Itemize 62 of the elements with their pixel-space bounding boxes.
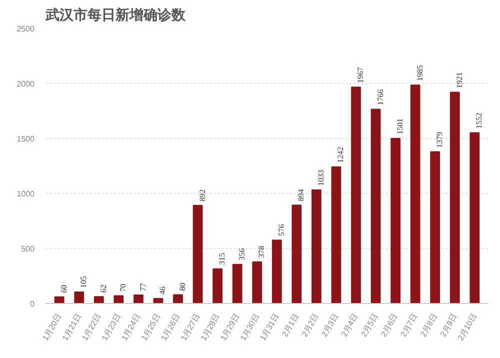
x-tick-label: 2月6日 [379, 312, 400, 338]
data-label: 1766 [376, 89, 385, 106]
bar [114, 295, 124, 304]
bar [173, 294, 183, 304]
data-label: 315 [218, 252, 227, 265]
data-label: 70 [118, 284, 128, 292]
y-tick-label: 1000 [16, 190, 36, 198]
bar [470, 132, 480, 304]
data-label: 1033 [316, 170, 326, 186]
x-tick-label: 1月29日 [218, 312, 242, 342]
data-label: 62 [98, 284, 108, 293]
x-tick-label: 2月9日 [438, 312, 459, 338]
x-tick-label: 2月4日 [340, 312, 360, 338]
y-tick-label: 1500 [16, 134, 36, 144]
data-label: 1921 [454, 72, 464, 88]
bar [370, 108, 381, 304]
bar [212, 268, 223, 304]
data-label: 80 [178, 282, 188, 291]
data-label: 1242 [336, 146, 346, 163]
chart-title: 武汉市每日新增确诊数 [44, 6, 186, 24]
bar [94, 296, 104, 304]
bar [134, 294, 144, 304]
bar [450, 92, 460, 304]
data-label: 894 [296, 189, 306, 202]
x-tick-label: 2月5日 [359, 312, 380, 338]
data-label: 378 [257, 246, 266, 258]
x-tick-label: 2月7日 [398, 312, 420, 338]
bar [54, 296, 64, 304]
x-tick-label: 2月2日 [300, 312, 320, 338]
bar [410, 84, 420, 304]
x-tick-label: 2月1日 [280, 312, 301, 338]
bar [351, 86, 361, 304]
y-tick-label: 0 [30, 300, 36, 308]
data-label: 46 [158, 286, 168, 294]
data-label: 105 [79, 276, 88, 288]
data-label: 1501 [396, 118, 405, 134]
bar [390, 138, 400, 304]
bar [252, 261, 262, 304]
data-label: 892 [198, 189, 207, 202]
y-tick-label: 500 [21, 244, 36, 254]
bar [192, 204, 203, 304]
x-tick-label: 2月10日 [456, 312, 479, 342]
bar [272, 240, 282, 304]
bar [430, 151, 440, 304]
data-label: 576 [276, 224, 286, 236]
data-label: 77 [138, 283, 148, 292]
y-tick-label: 2000 [16, 80, 36, 88]
bar [74, 291, 84, 304]
x-tick-label: 2月8日 [418, 312, 440, 338]
bar [331, 166, 342, 304]
data-label: 60 [59, 284, 68, 293]
data-label: 1379 [435, 132, 444, 148]
bar [232, 264, 242, 304]
data-label: 1985 [415, 65, 424, 82]
data-label: 356 [237, 248, 246, 260]
bar [292, 204, 302, 304]
bar [311, 189, 322, 304]
data-label: 1552 [474, 112, 484, 129]
x-tick-label: 1月20日 [40, 312, 64, 342]
y-tick-label: 2500 [16, 24, 36, 34]
data-label: 1967 [356, 67, 365, 84]
x-tick-label: 2月3日 [320, 312, 340, 338]
